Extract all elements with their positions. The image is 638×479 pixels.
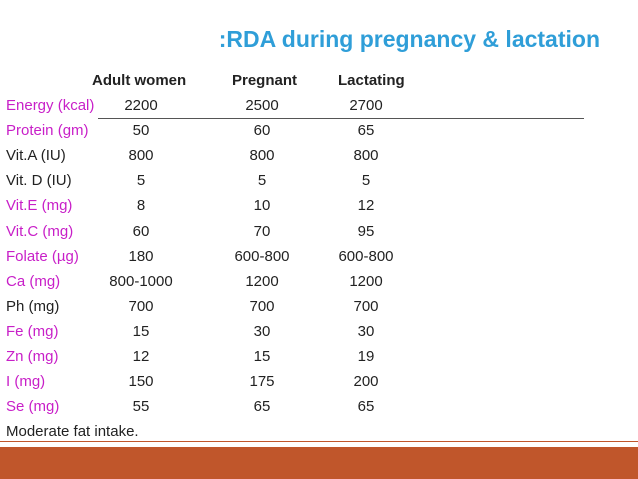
- row-label: Vit. D (IU): [6, 172, 72, 190]
- table-row: Vit.A (IU) 800 800 800: [0, 147, 638, 171]
- row-label: Vit.A (IU): [6, 147, 66, 165]
- value-lactating: 30: [357, 322, 375, 340]
- value-pregnant: 15: [253, 348, 271, 365]
- value-lactating: 200: [353, 373, 379, 391]
- row-label: Protein (gm): [6, 122, 89, 140]
- header-adult-women: Adult women: [92, 72, 187, 89]
- value-pregnant: 600-800: [234, 247, 290, 265]
- value-adult: 50: [132, 122, 150, 140]
- slide-title: :RDA during pregnancy & lactation: [218, 26, 600, 52]
- table-row: Ph (mg) 700 700 700: [0, 298, 638, 322]
- value-adult: 150: [128, 373, 154, 391]
- value-adult: 800: [128, 147, 154, 165]
- table-divider: [98, 118, 584, 119]
- value-adult: 12: [132, 348, 150, 365]
- row-label: Vit.E (mg): [6, 197, 73, 215]
- table-row: Ca (mg) 800-1000 1200 1200: [0, 273, 638, 297]
- value-lactating: 1200: [349, 272, 383, 290]
- value-pregnant: 1200: [245, 272, 279, 290]
- table-row: Vit.C (mg) 60 70 95: [0, 223, 638, 247]
- value-adult: 2200: [124, 97, 158, 114]
- value-pregnant: 70: [253, 222, 271, 240]
- value-pregnant: 800: [249, 147, 275, 165]
- value-adult: 55: [132, 398, 150, 416]
- table-row: Se (mg) 55 65 65: [0, 398, 638, 422]
- value-adult: 800-1000: [109, 272, 173, 290]
- row-label: I (mg): [6, 373, 46, 391]
- row-label: Se (mg): [6, 398, 60, 416]
- value-pregnant: 10: [253, 197, 271, 215]
- value-adult: 8: [136, 197, 146, 215]
- value-lactating: 600-800: [338, 247, 394, 265]
- table-row: Zn (mg) 12 15 19: [0, 348, 638, 372]
- value-pregnant: 5: [257, 172, 267, 190]
- row-label: Vit.C (mg): [6, 222, 74, 240]
- value-adult: 700: [128, 297, 154, 315]
- table-row: Vit. D (IU) 5 5 5: [0, 172, 638, 196]
- value-pregnant: 60: [253, 122, 271, 140]
- value-adult: 180: [128, 247, 154, 265]
- table-row: Folate (µg) 180 600-800 600-800: [0, 248, 638, 272]
- accent-bar: [0, 447, 638, 479]
- value-adult: 60: [132, 222, 150, 240]
- table-row: Vit.E (mg) 8 10 12: [0, 197, 638, 221]
- value-lactating: 5: [361, 172, 371, 190]
- table-row: Protein (gm) 50 60 65: [0, 122, 638, 146]
- value-lactating: 2700: [349, 97, 383, 114]
- table-row: Energy (kcal) 2200 2500 2700: [0, 97, 638, 121]
- accent-line: [0, 441, 638, 442]
- value-pregnant: 30: [253, 322, 271, 340]
- table-row: Fe (mg) 15 30 30: [0, 323, 638, 347]
- row-label: Folate (µg): [6, 247, 79, 265]
- row-label: Zn (mg): [6, 348, 59, 365]
- value-adult: 5: [136, 172, 146, 190]
- value-adult: 15: [132, 322, 150, 340]
- value-lactating: 19: [357, 348, 375, 365]
- value-pregnant: 175: [249, 373, 275, 391]
- value-lactating: 65: [357, 398, 375, 416]
- row-label: Ca (mg): [6, 272, 61, 290]
- value-lactating: 800: [353, 147, 379, 165]
- value-lactating: 700: [353, 297, 379, 315]
- value-pregnant: 700: [249, 297, 275, 315]
- value-lactating: 65: [357, 122, 375, 140]
- value-lactating: 12: [357, 197, 375, 215]
- header-lactating: Lactating: [338, 72, 405, 89]
- value-pregnant: 65: [253, 398, 271, 416]
- header-pregnant: Pregnant: [232, 72, 298, 89]
- row-label: Energy (kcal): [6, 97, 95, 114]
- row-label: Ph (mg): [6, 297, 60, 315]
- row-label: Fe (mg): [6, 322, 59, 340]
- value-pregnant: 2500: [245, 97, 279, 114]
- value-lactating: 95: [357, 222, 375, 240]
- footer-note: Moderate fat intake.: [6, 423, 139, 440]
- table-row: I (mg) 150 175 200: [0, 373, 638, 397]
